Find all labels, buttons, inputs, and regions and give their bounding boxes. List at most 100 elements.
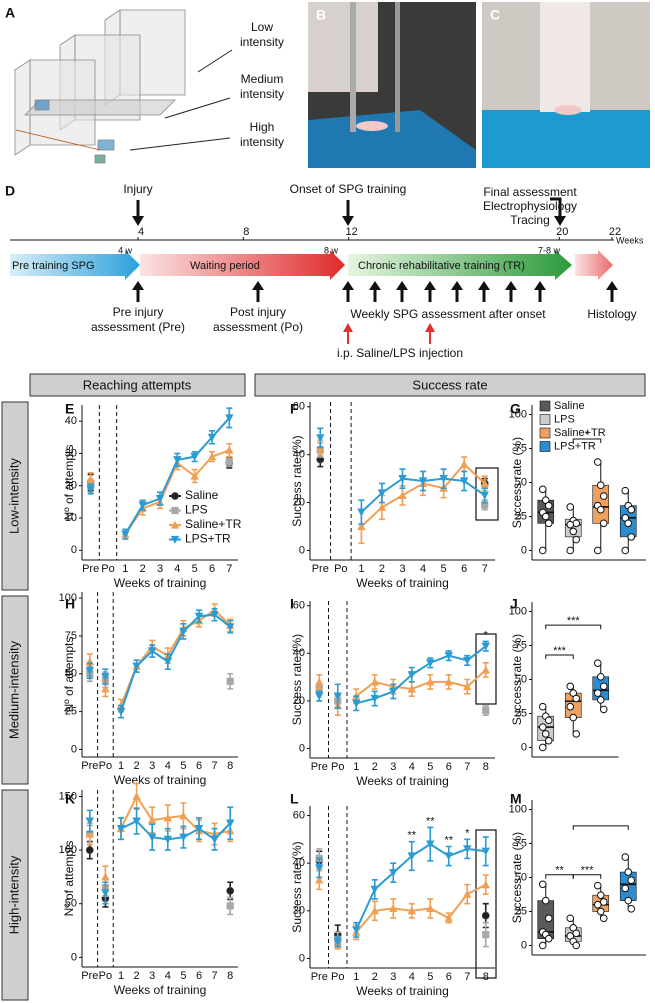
point: [377, 489, 387, 498]
point: [179, 833, 188, 842]
data-point: [596, 696, 605, 704]
x-tick-label: 8: [227, 760, 233, 772]
x-tick-label: 1: [118, 760, 124, 772]
column-header: Success rate: [412, 377, 487, 392]
intensity-label: Medium: [241, 72, 284, 86]
x-tick-label: 1: [358, 563, 364, 575]
point: [148, 833, 157, 842]
up-arrow-shaft: [428, 288, 432, 302]
data-point: [538, 743, 547, 752]
up-arrow-shaft: [373, 288, 377, 302]
y-tick-label: 75: [515, 837, 527, 849]
point: [225, 445, 234, 454]
y-tick-label: 60: [293, 600, 305, 612]
timeline-tick-label: 4: [138, 226, 144, 238]
injection-label: i.p. Saline/LPS injection: [337, 346, 463, 360]
point: [85, 846, 94, 854]
x-tick-label: 4: [165, 760, 171, 772]
x-tick-label: Pre: [311, 761, 328, 773]
x-tick-label: 3: [390, 761, 396, 773]
intensity-label: intensity: [240, 35, 284, 49]
data-point: [627, 876, 636, 885]
x-tick-label: Po: [101, 563, 114, 575]
point: [170, 520, 180, 529]
up-arrow-head: [505, 281, 517, 290]
data-point: [538, 485, 547, 494]
event-label: Electrophysiology: [483, 199, 577, 213]
legend-label: LPS: [554, 413, 575, 425]
panel-letter: L: [290, 791, 299, 807]
point: [101, 889, 110, 898]
up-arrow-head: [342, 281, 354, 290]
legend-label: Saline+TR: [554, 427, 606, 439]
y-tick-label: 100: [509, 605, 527, 617]
up-arrow-shaft: [136, 288, 140, 302]
x-tick-label: 7: [226, 563, 232, 575]
point: [315, 692, 324, 701]
timeline-tick-label: 22: [609, 226, 621, 238]
up-arrow-shaft: [610, 288, 614, 302]
point: [179, 811, 188, 820]
x-tick-label: 4: [420, 563, 426, 575]
data-point: [572, 730, 581, 738]
point: [179, 627, 188, 636]
y-axis-title: Nº of attempts: [62, 841, 76, 917]
point: [426, 904, 435, 913]
y-tick-label: 75: [65, 630, 77, 642]
point: [207, 452, 217, 461]
legend-label: LPS+TR: [185, 532, 231, 546]
point: [463, 889, 472, 898]
panel-letter: G: [510, 401, 521, 417]
row-box: [1, 401, 29, 591]
y-tick-label: 25: [65, 705, 77, 717]
intensity-label: intensity: [240, 87, 284, 101]
point: [148, 647, 157, 656]
data-point: [538, 880, 547, 889]
point: [171, 506, 179, 515]
y-tick-label: 0: [299, 952, 305, 964]
data-point: [627, 505, 636, 514]
data-point: [627, 533, 636, 541]
point: [225, 414, 234, 423]
x-axis-title: Weeks of training: [114, 773, 207, 787]
point: [226, 623, 235, 632]
up-arrow-head: [396, 281, 408, 290]
y-tick-label: 0: [521, 544, 527, 556]
data-point: [599, 682, 608, 691]
x-tick-label: Pre: [311, 971, 328, 983]
x-tick-label: 5: [441, 563, 447, 575]
panel-letter: I: [290, 596, 294, 612]
y-tick-label: 25: [515, 510, 527, 522]
data-point: [569, 527, 578, 536]
x-tick-label: 8: [483, 971, 489, 983]
event-label: Final assessment: [483, 185, 577, 199]
point: [482, 706, 490, 715]
point: [407, 906, 416, 915]
legend-swatch: [539, 427, 551, 439]
photo-b: [308, 2, 476, 168]
y-tick-label: 50: [65, 668, 77, 680]
significance-bracket: [572, 825, 629, 830]
point: [132, 662, 141, 671]
significance: **: [555, 865, 564, 877]
legend-label: Saline: [554, 400, 585, 412]
highlight-box: [475, 633, 497, 705]
x-tick-label: 2: [372, 971, 378, 983]
data-point: [538, 702, 547, 711]
x-tick-label: 5: [180, 970, 186, 982]
point: [389, 904, 398, 913]
legend-label: LPS+TR: [554, 440, 596, 452]
point: [171, 492, 179, 500]
data-point: [566, 914, 575, 923]
panel-letter: K: [65, 791, 75, 807]
row-box: [1, 595, 29, 785]
point: [163, 835, 172, 844]
data-point: [538, 941, 547, 950]
phase-duration: 4 w: [118, 245, 133, 255]
event-arrows: [132, 197, 566, 226]
y-tick-label: 50: [515, 476, 527, 488]
point: [225, 457, 233, 466]
event-label: Onset of SPG training: [290, 182, 407, 196]
x-tick-label: 4: [165, 970, 171, 982]
